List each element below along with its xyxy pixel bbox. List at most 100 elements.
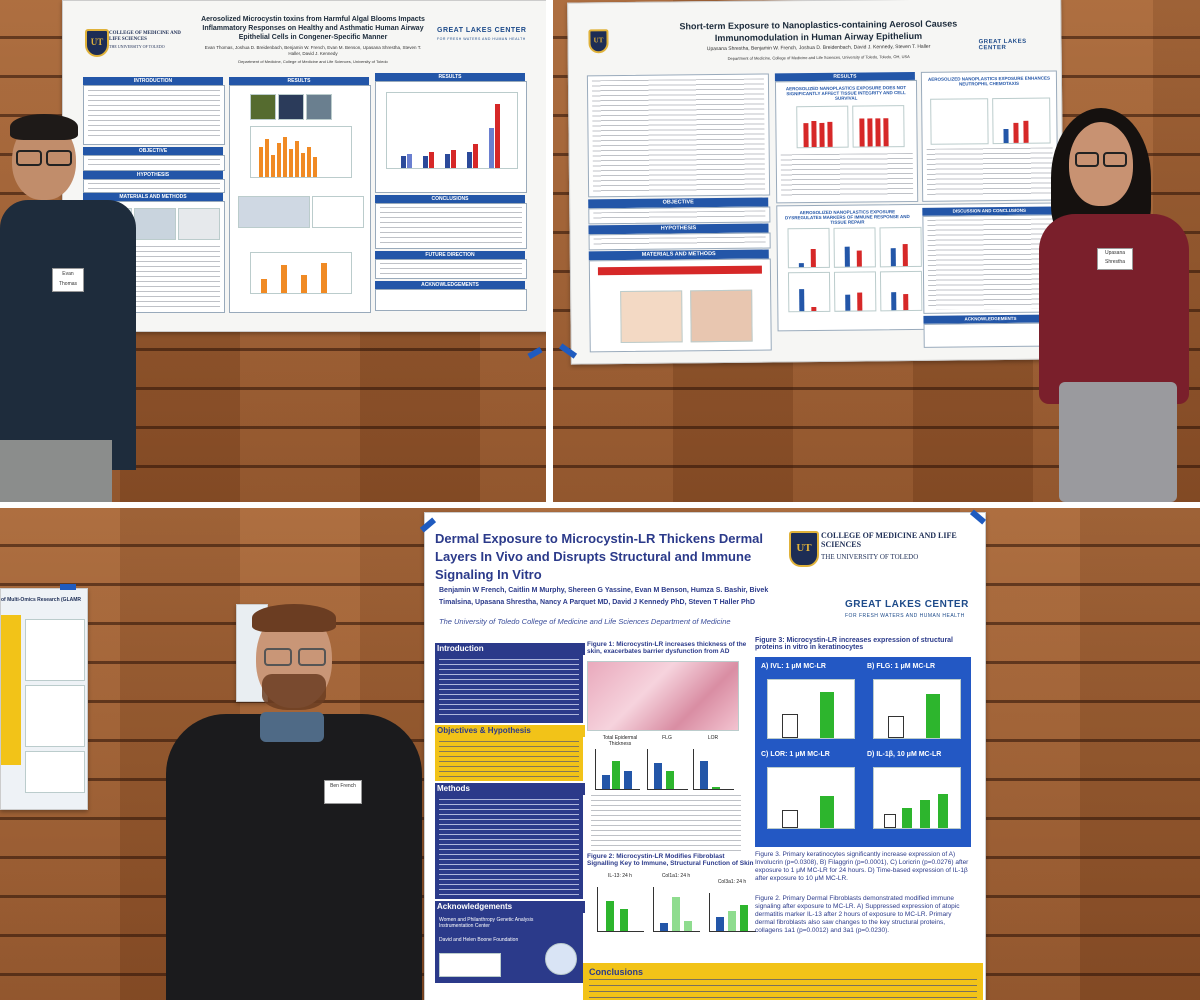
logo-college: COLLEGE OF MEDICINE AND LIFE SCIENCES (821, 531, 957, 549)
fig3-caption: Figure 3. Primary keratinocytes signific… (755, 851, 969, 882)
fig3-label-a: A) IVL: 1 μM MC-LR (761, 663, 826, 670)
poster-affiliation: Department of Medicine, College of Medic… (238, 59, 388, 64)
histology-image (587, 661, 739, 731)
section-hypothesis: HYPOTHESIS (83, 171, 223, 179)
section-body (375, 203, 527, 249)
beard (262, 674, 326, 710)
glasses (298, 648, 326, 666)
section-objectives: Objectives & Hypothesis (435, 725, 585, 737)
logo-great-lakes: GREAT LAKES CENTER (845, 599, 969, 610)
chemotaxis-heading: AEROSOLIZED NANOPLASTICS EXPOSURE ENHANC… (927, 75, 1050, 87)
fig2-chart-b (653, 887, 700, 932)
logo-great-lakes-sub: FOR FRESH WATERS AND HUMAN HEALTH (845, 613, 965, 619)
section-body (588, 258, 772, 353)
poster-title-line-1: Dermal Exposure to Microcystin-LR Thicke… (435, 531, 763, 546)
person-presenter: Ben French (160, 604, 430, 1000)
fig1-title: Figure 1: Microcystin-LR increases thick… (587, 641, 747, 655)
logo-university: THE UNIVERSITY OF TOLEDO (821, 553, 919, 561)
glasses (16, 150, 42, 166)
logo-university: THE UNIVERSITY OF TOLEDO (109, 44, 165, 49)
hair (10, 114, 78, 140)
section-methods: MATERIALS AND METHODS (83, 193, 223, 201)
fig3-chart-b (873, 679, 961, 739)
shirt (0, 200, 136, 470)
fig1-chart-c (693, 749, 734, 790)
section-conclusions: CONCLUSIONS (375, 195, 525, 203)
conclusions-bar: Conclusions (583, 963, 983, 1000)
divider-horizontal (0, 502, 1200, 508)
section-body (375, 289, 527, 311)
poster-department: The University of Toledo College of Medi… (439, 617, 731, 626)
fig1-panel-3: LOR (707, 735, 719, 741)
fig2-chart-a (597, 887, 644, 932)
person-presenter: Upasana Shrestha (1031, 104, 1200, 502)
ut-shield-logo: UT (588, 29, 609, 54)
fig1-panel-1: Total Epidermal Thickness (602, 735, 638, 747)
name-badge: Upasana Shrestha (1097, 248, 1133, 270)
poster-affiliation: Department of Medicine, College of Medic… (727, 54, 910, 61)
fig1-chart-a (595, 749, 640, 790)
poster-title: Short-term Exposure to Nanoplastics-cont… (679, 18, 958, 44)
ack-item-2: David and Helen Boone Foundation (439, 937, 519, 943)
hair (252, 604, 336, 632)
side-poster-title: of Multi-Omics Research (GLAMR (1, 597, 82, 603)
face (1069, 122, 1133, 206)
section-results: RESULTS (229, 77, 369, 85)
fig3-chart-d (873, 767, 961, 829)
poster-title-line-2: Layers In Vivo and Disrupts Structural a… (435, 549, 752, 564)
poster-authors-line-2: Timalsina, Upasana Shrestha, Nancy A Par… (439, 599, 756, 606)
fig3-chart-c (767, 767, 855, 829)
poster-dermal-microcystin: Dermal Exposure to Microcystin-LR Thicke… (424, 512, 986, 1000)
section-body (375, 259, 527, 279)
glasses (46, 150, 72, 166)
fig3-label-c: C) LOR: 1 μM MC-LR (761, 751, 830, 758)
section-methods: Methods (435, 783, 585, 795)
poster-authors: Upasana Shrestha, Benjamin W. French, Jo… (706, 43, 931, 53)
photo-top-left: UT COLLEGE OF MEDICINE AND LIFE SCIENCES… (0, 0, 546, 502)
pants (0, 440, 112, 502)
name-badge: Evan Thomas (52, 268, 84, 292)
section-future: FUTURE DIRECTION (375, 251, 525, 259)
section-body (83, 155, 225, 171)
section-body (229, 85, 371, 313)
logo-college: COLLEGE OF MEDICINE AND LIFE SCIENCES (109, 31, 181, 42)
sweater (1039, 214, 1189, 404)
poster-authors: Evan Thomas, Joshua D. Breidenbach, Benj… (204, 45, 422, 56)
photo-bottom: of Multi-Omics Research (GLAMR Dermal Ex… (0, 508, 1200, 1000)
fig2-panel-3: Col3a1: 24 h (717, 879, 747, 885)
ack-item-1: Women and Philanthropy Genetic Analysis … (439, 917, 534, 929)
ut-shield-logo: UT (85, 29, 109, 57)
fig1-caption (591, 795, 741, 851)
logo-great-lakes-sub: FOR FRESH WATERS AND HUMAN HEALTH (437, 37, 526, 41)
section-acknowledgements: Acknowledgements (435, 901, 585, 913)
section-objective: OBJECTIVE (83, 147, 223, 155)
section-body: AEROSOLIZED NANOPLASTICS EXPOSURE DOES N… (774, 79, 919, 204)
fig2-panel-2: Col1a1: 24 h (661, 873, 691, 879)
poster-title-line-3: Signaling In Vitro (435, 567, 542, 582)
section-introduction: INTRODUCTION (83, 77, 223, 85)
divider-vertical (546, 0, 553, 502)
conclusions-label: Conclusions (589, 967, 644, 977)
section-body (83, 201, 225, 313)
glasses (1103, 152, 1127, 167)
results-heading: AEROSOLIZED NANOPLASTICS EXPOSURE DOES N… (785, 85, 907, 101)
glasses (264, 648, 292, 666)
fig2-chart-c (709, 893, 756, 932)
fig2-caption: Figure 2. Primary Dermal Fibroblasts dem… (755, 895, 960, 934)
person-presenter: Evan Thomas (0, 110, 150, 502)
section-acknowledgements: ACKNOWLEDGEMENTS (375, 281, 525, 289)
fig2-panel-1: IL-13: 24 h (608, 873, 632, 879)
fig1-panel-2: FLG (662, 735, 672, 741)
name-badge: Ben French (324, 780, 362, 804)
pants (1059, 382, 1177, 502)
poster-side-glamr: of Multi-Omics Research (GLAMR (0, 588, 88, 810)
fig3-title: Figure 3: Microcystin-LR increases expre… (755, 637, 954, 651)
glasses (1075, 152, 1099, 167)
ut-shield-logo: UT (789, 531, 819, 567)
section-body (375, 81, 527, 193)
section-introduction: Introduction (435, 643, 585, 655)
section-body (588, 206, 771, 225)
section-body (588, 232, 771, 251)
left-column: Introduction Objectives & Hypothesis Met… (435, 643, 585, 983)
fig3-panel: A) IVL: 1 μM MC-LR B) FLG: 1 μM MC-LR C)… (755, 657, 971, 847)
